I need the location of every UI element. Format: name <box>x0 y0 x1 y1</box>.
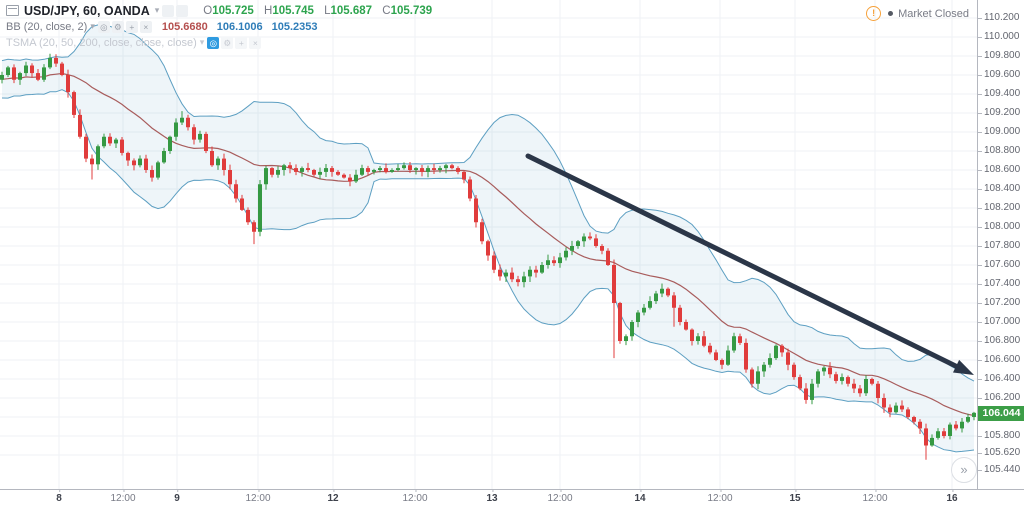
bollinger-indicator-row: BB (20, close, 2) ▾ ◎ ⚙ + × 105.6680 106.… <box>6 19 432 34</box>
ohlc-readout: O105.725 H105.745 L105.687 C105.739 <box>196 5 432 17</box>
price-tick-label: 107.400 <box>977 278 1021 289</box>
price-tick-label: 105.620 <box>977 447 1021 459</box>
time-tick-day-label: 9 <box>174 489 180 504</box>
price-tick-label: 108.800 <box>977 145 1021 156</box>
high-value: 105.745 <box>272 4 314 17</box>
price-tick-label: 110.200 <box>977 12 1020 23</box>
price-tick-label: 109.400 <box>977 88 1021 99</box>
price-tick-label: 110.000 <box>977 31 1020 42</box>
time-tick-day-label: 15 <box>789 489 801 504</box>
chevron-down-icon[interactable]: ▾ <box>90 21 95 31</box>
low-label: L <box>324 4 331 17</box>
price-tick-label: 108.600 <box>977 164 1021 175</box>
legend: USD/JPY, 60, OANDA ▾ O105.725 H105.745 L… <box>6 3 432 51</box>
open-label: O <box>203 4 213 17</box>
trend-arrow-drawing[interactable] <box>525 153 961 370</box>
price-tick-label: 106.600 <box>977 354 1021 365</box>
price-tick-label: 108.400 <box>977 183 1021 194</box>
time-tick-hour-label: 12:00 <box>245 489 271 504</box>
time-axis[interactable]: 8 12:00 9 12:00 12 12:00 13 12:00 14 12:00 15 12:00… <box>0 489 1024 507</box>
time-tick-hour-label: 12:00 <box>862 489 888 504</box>
eye-icon[interactable]: ◎ <box>97 20 110 33</box>
bb-upper-value: 106.1006 <box>216 20 263 33</box>
time-tick-hour-label: 12:00 <box>402 489 428 504</box>
time-tick-day-label: 12 <box>327 489 339 504</box>
price-tick-label: 107.600 <box>977 259 1021 270</box>
gear-icon[interactable]: ⚙ <box>111 20 124 33</box>
symbol-title[interactable]: USD/JPY, 60, OANDA <box>24 3 150 18</box>
close-icon[interactable]: × <box>249 36 262 49</box>
price-tick-label: 108.200 <box>977 202 1021 213</box>
price-tick-label: 109.200 <box>977 107 1021 118</box>
scroll-to-latest-button[interactable]: » <box>951 457 977 483</box>
low-value: 105.687 <box>330 4 373 17</box>
trend-arrow-drawing[interactable] <box>952 359 974 375</box>
close-label: C <box>382 4 391 17</box>
eye-icon-active[interactable]: ◎ <box>207 36 220 49</box>
chart-pane[interactable]: USD/JPY, 60, OANDA ▾ O105.725 H105.745 L… <box>0 0 977 489</box>
price-tick-label: 106.800 <box>977 335 1021 346</box>
status-dot-icon <box>888 11 894 16</box>
high-label: H <box>264 4 273 17</box>
symbol-row: USD/JPY, 60, OANDA ▾ O105.725 H105.745 L… <box>6 3 432 18</box>
bb-basis-value: 105.6680 <box>161 20 208 33</box>
time-tick-day-label: 16 <box>946 489 958 504</box>
price-tick-label: 109.000 <box>977 126 1021 137</box>
chevron-down-icon[interactable]: ▾ <box>199 37 205 47</box>
price-tick-label: 107.800 <box>977 240 1021 251</box>
time-tick-day-label: 8 <box>56 489 62 504</box>
price-tick-label: 107.200 <box>977 297 1021 308</box>
tsma-indicator-row: TSMA (20, 50, 200, close, close, close) … <box>6 35 432 50</box>
quick-icon-2[interactable] <box>176 4 189 17</box>
plus-icon[interactable]: + <box>125 20 138 33</box>
price-axis[interactable]: 106.044 110.200 110.000 109.800 109.600 109.… <box>977 0 1024 489</box>
bollinger-title[interactable]: BB (20, close, 2) <box>6 20 88 33</box>
bb-lower-value: 105.2353 <box>271 20 318 33</box>
time-tick-hour-label: 12:00 <box>707 489 733 504</box>
price-tick-label: 109.800 <box>977 50 1021 61</box>
close-value: 105.739 <box>390 4 433 17</box>
price-tick-label: 108.000 <box>977 221 1021 232</box>
market-status-text: Market Closed <box>898 7 969 20</box>
price-tick-label: 105.800 <box>977 430 1021 441</box>
gear-icon[interactable]: ⚙ <box>221 36 234 49</box>
price-tick-label: 106.400 <box>977 373 1021 384</box>
price-tick-label: 105.440 <box>977 464 1021 476</box>
time-tick-day-label: 13 <box>486 489 498 504</box>
time-tick-hour-label: 12:00 <box>547 489 573 504</box>
collapse-pane-icon[interactable] <box>6 5 19 16</box>
bollinger-values: 105.6680 106.1006 105.2353 <box>162 21 327 33</box>
price-tick-label: 106.200 <box>977 392 1021 403</box>
quick-icon-1[interactable] <box>162 4 175 17</box>
price-tick-label: 107.000 <box>977 316 1021 327</box>
plus-icon[interactable]: + <box>235 36 248 49</box>
market-status: ! Market Closed <box>866 6 969 21</box>
tsma-title[interactable]: TSMA (20, 50, 200, close, close, close) <box>6 36 197 49</box>
chevron-down-icon[interactable]: ▾ <box>154 5 160 15</box>
close-icon[interactable]: × <box>139 20 152 33</box>
last-price-badge: 106.044 <box>978 405 1024 421</box>
open-value: 105.725 <box>212 4 254 17</box>
time-tick-hour-label: 12:00 <box>110 489 136 504</box>
time-tick-day-label: 14 <box>634 489 646 504</box>
price-tick-label: 109.600 <box>977 69 1021 80</box>
warning-icon[interactable]: ! <box>866 6 882 21</box>
candlestick-chart-canvas[interactable] <box>0 0 977 489</box>
